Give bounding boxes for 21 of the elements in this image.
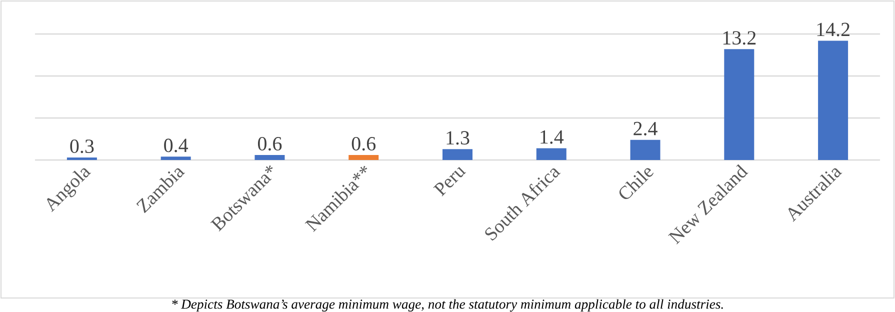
bar (66, 157, 97, 160)
bar (536, 148, 566, 160)
bar (348, 154, 379, 160)
bar (160, 156, 191, 160)
data-label: 0.3 (70, 140, 94, 154)
x-tick-label: Chile (619, 168, 654, 200)
data-label: 2.4 (634, 122, 658, 136)
data-label: 0.6 (352, 136, 376, 151)
bar (724, 49, 754, 160)
bar (442, 149, 472, 160)
data-label: 1.4 (540, 130, 564, 144)
x-tick-label: Peru (433, 167, 466, 196)
bar (254, 154, 285, 160)
data-label: 0.6 (258, 136, 282, 151)
data-label: 1.3 (446, 131, 470, 145)
data-label: 14.2 (817, 22, 850, 36)
bar (818, 40, 848, 160)
data-label: 0.4 (164, 138, 188, 152)
bar (630, 140, 660, 160)
text: * Depicts Botswana’s average minimum wage, not the statutory minimum applicable to all industries. (172, 299, 723, 312)
data-label: 13.2 (723, 31, 756, 45)
